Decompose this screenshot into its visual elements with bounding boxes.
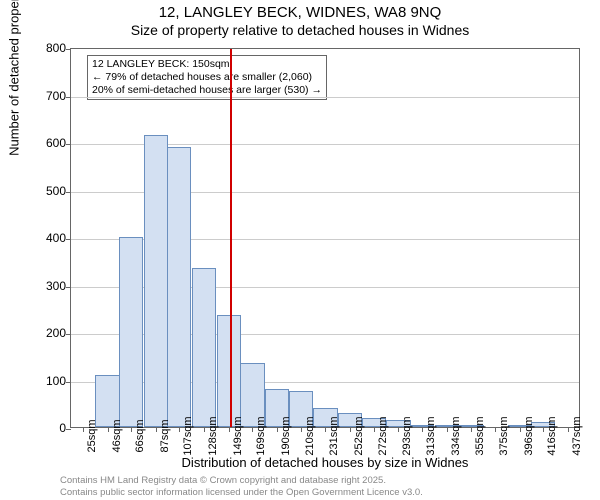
ytick-mark	[66, 192, 71, 193]
xtick-label: 46sqm	[111, 419, 123, 452]
x-axis-label: Distribution of detached houses by size …	[70, 455, 580, 470]
xtick-label: 210sqm	[304, 416, 316, 455]
xtick-mark	[471, 427, 472, 432]
ytick-mark	[66, 49, 71, 50]
xtick-label: 107sqm	[182, 416, 194, 455]
xtick-mark	[374, 427, 375, 432]
xtick-mark	[568, 427, 569, 432]
xtick-mark	[108, 427, 109, 432]
xtick-label: 293sqm	[401, 416, 413, 455]
xtick-mark	[83, 427, 84, 432]
histogram-bar	[217, 315, 241, 427]
xtick-label: 190sqm	[280, 416, 292, 455]
xtick-mark	[543, 427, 544, 432]
xtick-label: 313sqm	[425, 416, 437, 455]
xtick-label: 416sqm	[546, 416, 558, 455]
histogram-bar	[192, 268, 216, 427]
histogram-bar	[144, 135, 168, 427]
annotation-line: 20% of semi-detached houses are larger (…	[92, 84, 322, 97]
xtick-mark	[495, 427, 496, 432]
xtick-mark	[156, 427, 157, 432]
ytick-mark	[66, 334, 71, 335]
xtick-label: 334sqm	[450, 416, 462, 455]
xtick-mark	[447, 427, 448, 432]
ytick-mark	[66, 97, 71, 98]
xtick-mark	[179, 427, 180, 432]
annotation-line: ← 79% of detached houses are smaller (2,…	[92, 71, 322, 84]
xtick-label: 87sqm	[159, 419, 171, 452]
xtick-mark	[229, 427, 230, 432]
xtick-mark	[301, 427, 302, 432]
xtick-mark	[131, 427, 132, 432]
xtick-mark	[520, 427, 521, 432]
ytick-mark	[66, 382, 71, 383]
ytick-label: 200	[26, 326, 66, 340]
ytick-mark	[66, 429, 71, 430]
xtick-label: 169sqm	[255, 416, 267, 455]
footer-line: Contains public sector information licen…	[60, 487, 423, 498]
xtick-label: 128sqm	[207, 416, 219, 455]
xtick-label: 25sqm	[86, 419, 98, 452]
xtick-mark	[398, 427, 399, 432]
xtick-label: 252sqm	[353, 416, 365, 455]
reference-line	[230, 49, 232, 427]
gridline	[71, 97, 579, 98]
ytick-label: 300	[26, 279, 66, 293]
footer-attribution: Contains HM Land Registry data © Crown c…	[60, 475, 423, 498]
xtick-mark	[422, 427, 423, 432]
ytick-mark	[66, 239, 71, 240]
xtick-label: 149sqm	[232, 416, 244, 455]
ytick-label: 800	[26, 41, 66, 55]
xtick-mark	[204, 427, 205, 432]
xtick-label: 396sqm	[523, 416, 535, 455]
xtick-label: 231sqm	[328, 416, 340, 455]
y-axis-label: Number of detached properties	[7, 0, 22, 156]
ytick-label: 700	[26, 89, 66, 103]
histogram-bar	[167, 147, 191, 427]
xtick-label: 66sqm	[134, 419, 146, 452]
xtick-mark	[325, 427, 326, 432]
annotation-line: 12 LANGLEY BECK: 150sqm	[92, 58, 322, 71]
chart-title-sub: Size of property relative to detached ho…	[0, 22, 600, 38]
footer-line: Contains HM Land Registry data © Crown c…	[60, 475, 423, 486]
ytick-label: 0	[26, 421, 66, 435]
ytick-label: 400	[26, 231, 66, 245]
ytick-label: 600	[26, 136, 66, 150]
xtick-label: 437sqm	[571, 416, 583, 455]
ytick-label: 500	[26, 184, 66, 198]
xtick-mark	[277, 427, 278, 432]
xtick-label: 355sqm	[474, 416, 486, 455]
xtick-label: 272sqm	[377, 416, 389, 455]
xtick-label: 375sqm	[498, 416, 510, 455]
xtick-mark	[350, 427, 351, 432]
ytick-mark	[66, 287, 71, 288]
xtick-mark	[252, 427, 253, 432]
ytick-mark	[66, 144, 71, 145]
chart-title-main: 12, LANGLEY BECK, WIDNES, WA8 9NQ	[0, 4, 600, 21]
histogram-bar	[119, 237, 143, 427]
chart-container: 12, LANGLEY BECK, WIDNES, WA8 9NQ Size o…	[0, 0, 600, 500]
plot-area: 12 LANGLEY BECK: 150sqm ← 79% of detache…	[70, 48, 580, 428]
annotation-box: 12 LANGLEY BECK: 150sqm ← 79% of detache…	[87, 55, 327, 100]
ytick-label: 100	[26, 374, 66, 388]
